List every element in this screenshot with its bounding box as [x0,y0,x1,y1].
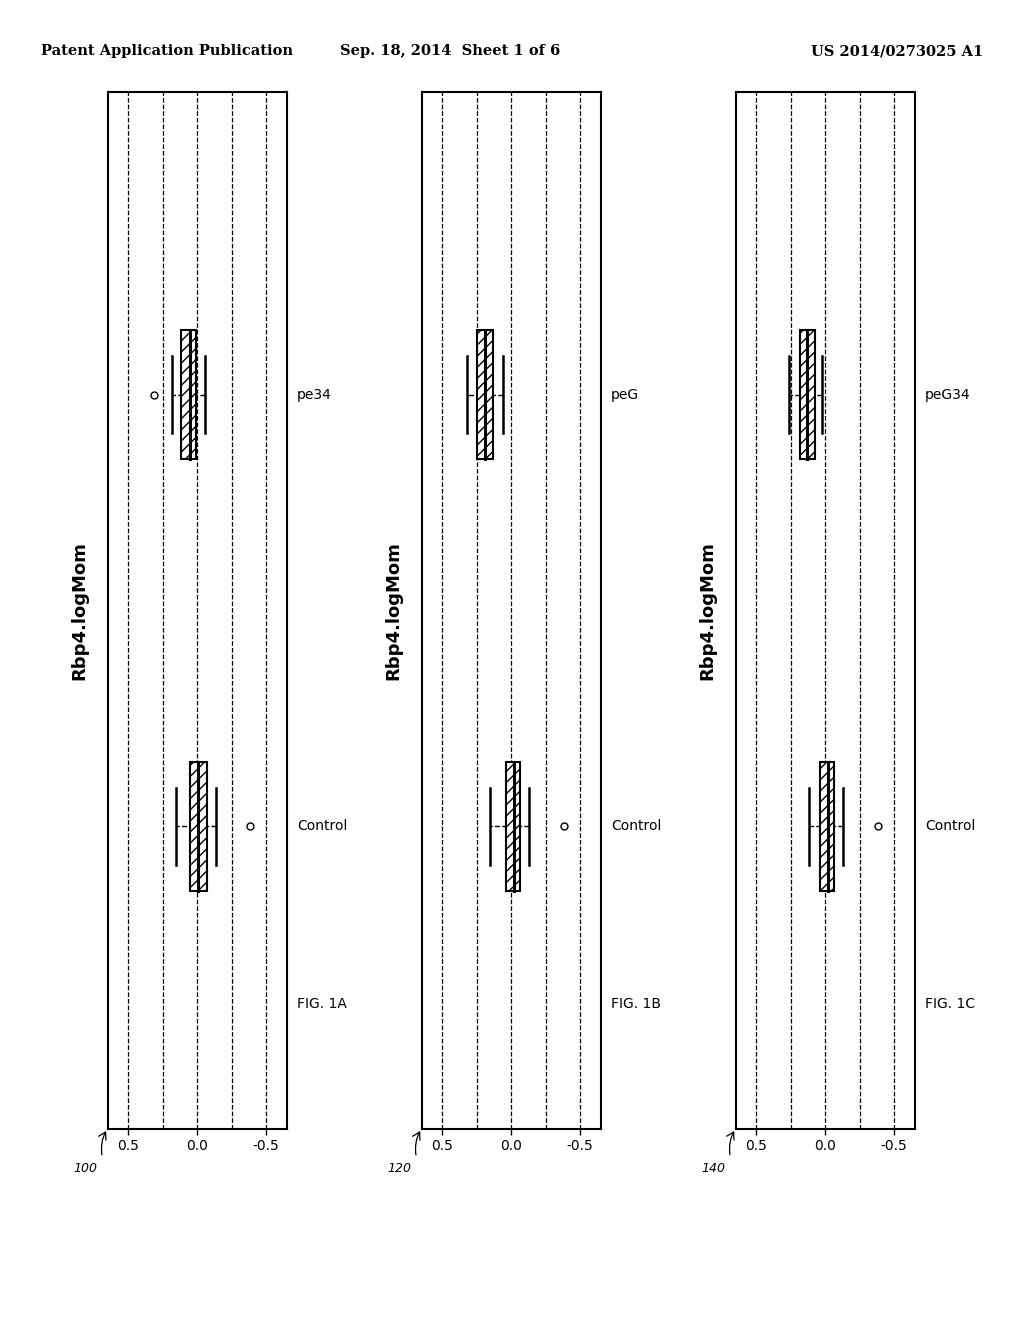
Text: FIG. 1C: FIG. 1C [925,997,975,1011]
Text: pe34: pe34 [297,388,332,401]
Text: Rbp4.logMom: Rbp4.logMom [698,541,717,680]
Bar [506,762,520,891]
Bar [819,762,835,891]
Text: Control: Control [611,820,662,833]
Bar [800,330,815,459]
Text: 120: 120 [387,1162,412,1175]
Bar [477,330,494,459]
Text: Sep. 18, 2014  Sheet 1 of 6: Sep. 18, 2014 Sheet 1 of 6 [340,45,561,58]
Text: Rbp4.logMom: Rbp4.logMom [384,541,402,680]
Text: 100: 100 [74,1162,97,1175]
Text: Patent Application Publication: Patent Application Publication [41,45,293,58]
Text: 140: 140 [701,1162,725,1175]
Text: peG34: peG34 [925,388,971,401]
Text: peG: peG [611,388,639,401]
Bar [181,330,197,459]
Text: FIG. 1A: FIG. 1A [297,997,347,1011]
Text: Control: Control [925,820,976,833]
Text: Rbp4.logMom: Rbp4.logMom [71,541,88,680]
Text: Control: Control [297,820,347,833]
Bar [189,762,207,891]
Text: US 2014/0273025 A1: US 2014/0273025 A1 [811,45,983,58]
Text: FIG. 1B: FIG. 1B [611,997,660,1011]
